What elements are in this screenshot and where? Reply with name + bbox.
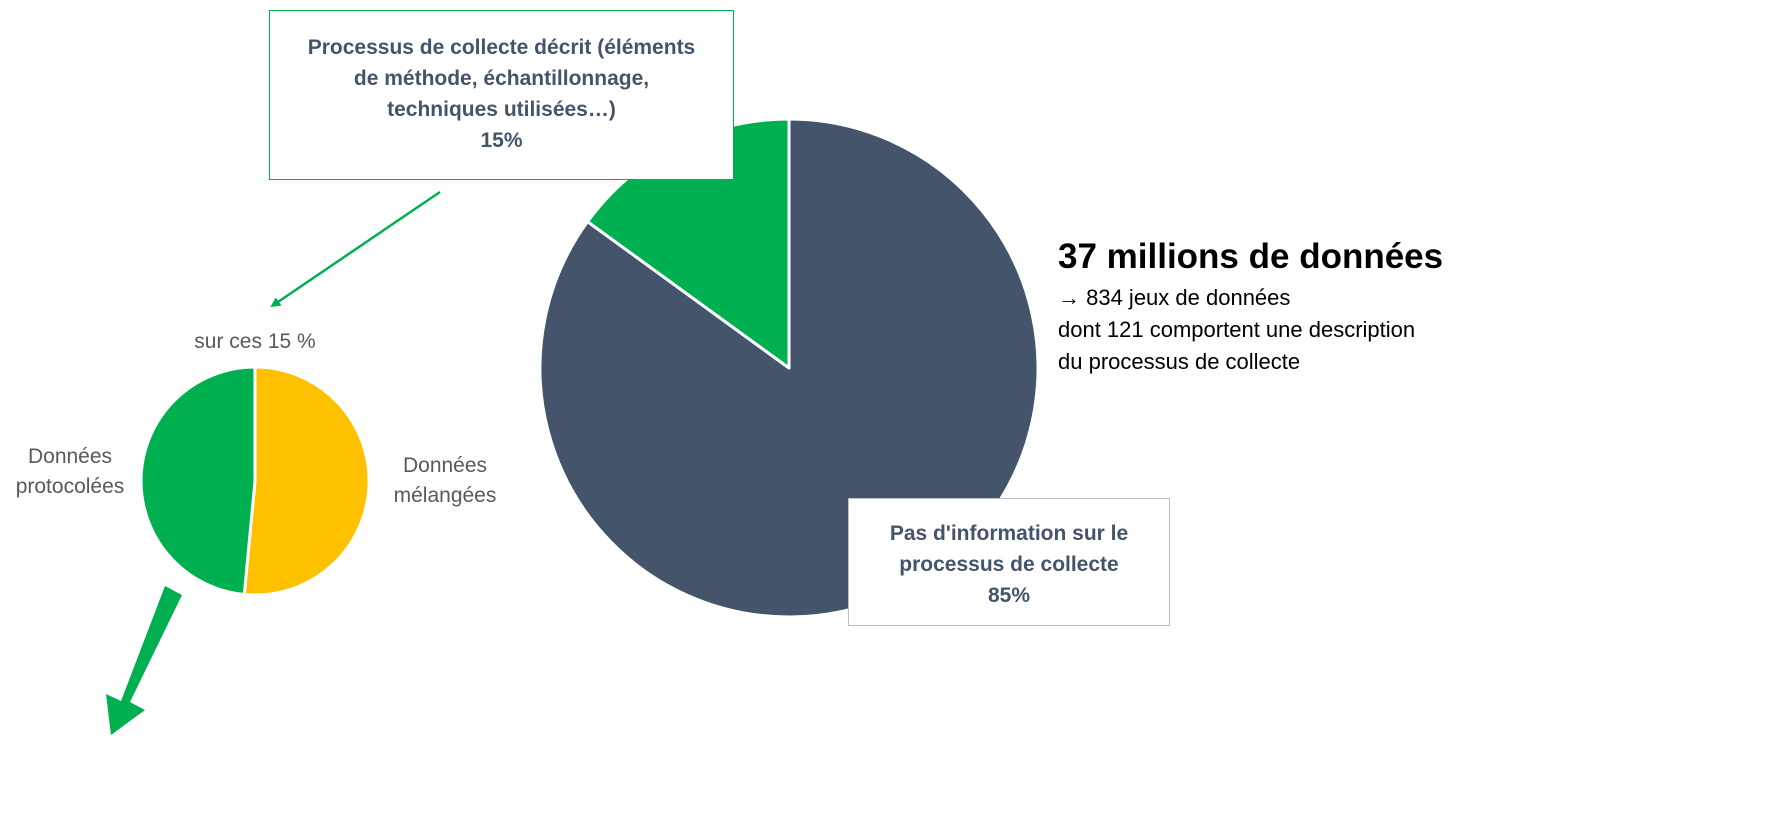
summary-line: dont 121 comportent une description [1058,317,1416,342]
summary-block: 37 millions de données → 834 jeux de don… [1058,232,1443,378]
callout-line: techniques utilisées…) [387,98,616,121]
callout-value: 85% [987,584,1031,607]
callout-line: Pas d'information sur le [889,522,1129,545]
label-line: Données [27,445,113,468]
callout-line: Processus de collecte décrit (éléments [307,36,696,59]
summary-line: du processus de collecte [1058,349,1301,374]
down-arrow [106,586,182,735]
small-pie [139,365,371,597]
small-pie-slice-0 [242,365,371,597]
callout-line: processus de collecte [899,553,1119,576]
label-line: protocolées [15,475,125,498]
summary-headline: 37 millions de données [1058,237,1444,276]
summary-line: → 834 jeux de données [1058,285,1291,310]
small-pie-title: sur ces 15 % [194,330,316,353]
no-info-callout: Pas d'information sur le processus de co… [848,498,1170,626]
melangees-label: Données mélangées [370,451,520,511]
callout-arrow [270,190,441,308]
callout-line: de méthode, échantillonnage, [353,67,650,90]
callout-value: 15% [480,129,523,152]
label-line: mélangées [393,484,497,507]
label-line: Données [402,454,488,477]
described-process-callout: Processus de collecte décrit (éléments d… [269,10,734,180]
protocolees-label: Données protocolées [0,442,140,502]
small-pie-slice-1 [139,365,257,596]
main-pie [538,117,1040,619]
